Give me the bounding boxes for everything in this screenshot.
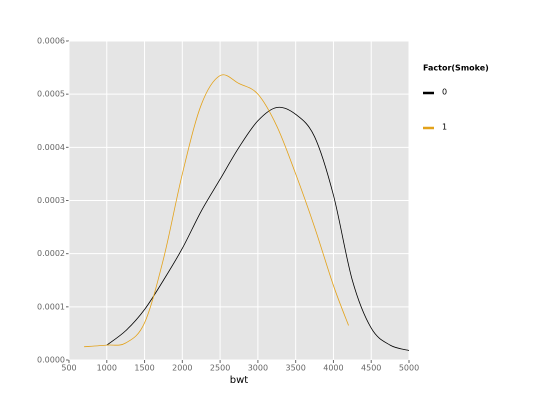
x-tick-label: 1500 (134, 364, 154, 373)
x-tick-label: 3000 (248, 364, 268, 373)
legend-title: Factor(Smoke) (423, 64, 489, 73)
y-tick-label: 0.0005 (37, 90, 65, 99)
y-tick-label: 0.0003 (37, 196, 65, 205)
x-tick-label: 4000 (323, 364, 343, 373)
x-tick-label: 2500 (210, 364, 230, 373)
x-tick-label: 3500 (285, 364, 305, 373)
y-tick-label: 0.0006 (37, 37, 65, 46)
legend-label: 1 (442, 123, 447, 132)
y-tick-label: 0.0000 (37, 356, 65, 365)
x-tick-label: 4500 (361, 364, 381, 373)
x-tick-label: 2000 (172, 364, 192, 373)
density-line (106, 106, 410, 351)
x-tick-label: 500 (61, 364, 76, 373)
legend-label: 0 (442, 88, 447, 97)
x-axis-title: bwt (230, 375, 249, 386)
y-tick-label: 0.0002 (37, 249, 65, 258)
y-tick-label: 0.0004 (37, 143, 65, 152)
y-tick-label: 0.0001 (37, 302, 65, 311)
x-tick-label: 5000 (399, 364, 419, 373)
x-tick-label: 1000 (97, 364, 117, 373)
density-line (84, 74, 349, 348)
